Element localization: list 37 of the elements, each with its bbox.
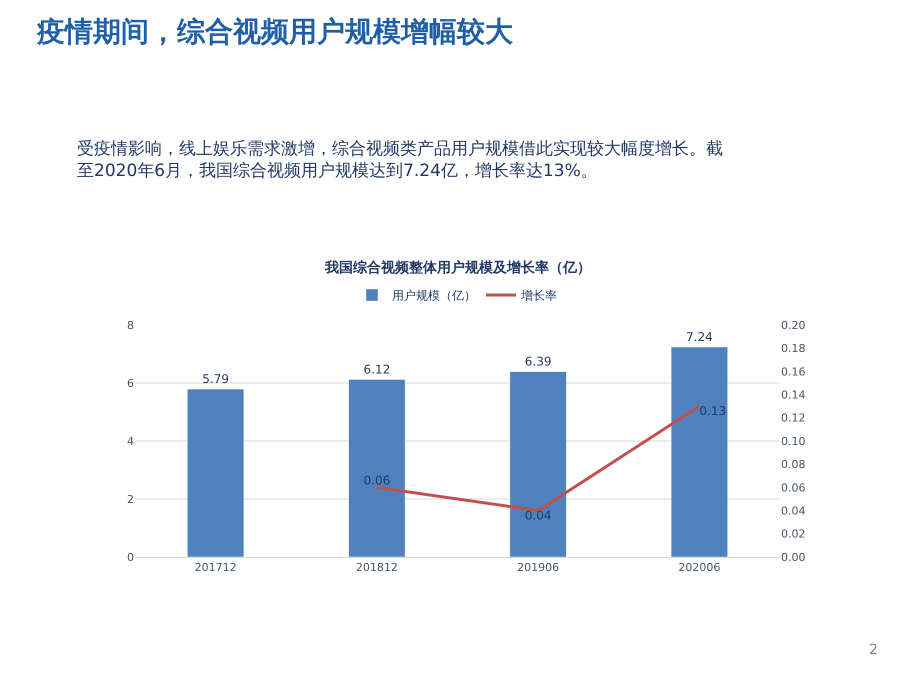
data-label: 0.04 <box>524 508 552 523</box>
y2-tick-label: 0.18 <box>781 342 806 356</box>
chart-subtitle: 受疫情影响，线上娱乐需求激增，综合视频类产品用户规模借此实现较大幅度增长。截至2020年6月，我国综合视频用户规模达到7.24亿，增长率达13%。 <box>77 139 723 182</box>
y2-tick-label: 0.06 <box>781 481 806 494</box>
x-tick-label: 201812 <box>356 561 398 574</box>
y2-tick-label: 0.10 <box>781 434 806 448</box>
text: 我国综合视频整体用户规模及增长率（亿） <box>324 259 591 276</box>
y2-tick-label: 0.14 <box>781 388 806 402</box>
y2-tick-label: 0.16 <box>781 365 806 378</box>
y2-tick-label: 0.04 <box>781 504 806 518</box>
y-tick-label: 0 <box>127 550 134 564</box>
data-label: 6.12 <box>364 362 390 377</box>
data-label: 5.79 <box>202 372 229 386</box>
data-label: 0.06 <box>364 473 390 488</box>
x-tick-label: 201906 <box>517 561 560 574</box>
y2-tick-label: 0.02 <box>781 528 806 541</box>
y2-tick-label: 0.12 <box>781 412 806 425</box>
data-label: 6.39 <box>524 354 552 369</box>
y-tick-label: 6 <box>127 376 134 390</box>
y-tick-label: 4 <box>127 434 134 448</box>
bar <box>670 346 728 557</box>
y-tick-label: 2 <box>127 492 134 506</box>
chart-title: 疫情期间，综合视频用户规模增幅较大 <box>36 14 514 48</box>
text: 2 <box>869 642 878 658</box>
bar <box>510 371 567 557</box>
x-tick-label: 202006 <box>678 561 720 574</box>
legend-label: 用户规模（亿） <box>392 288 476 303</box>
data-label: 7.24 <box>686 330 713 344</box>
x-tick-label: 201712 <box>194 561 237 574</box>
y-tick-label: 8 <box>127 318 134 332</box>
y2-tick-label: 0.00 <box>781 550 806 564</box>
bar <box>187 388 244 557</box>
y2-tick-label: 0.20 <box>781 318 806 332</box>
y2-tick-label: 0.08 <box>781 458 806 472</box>
data-label: 0.13 <box>699 404 726 418</box>
bar <box>348 379 406 557</box>
legend-label: 增长率 <box>520 288 557 303</box>
